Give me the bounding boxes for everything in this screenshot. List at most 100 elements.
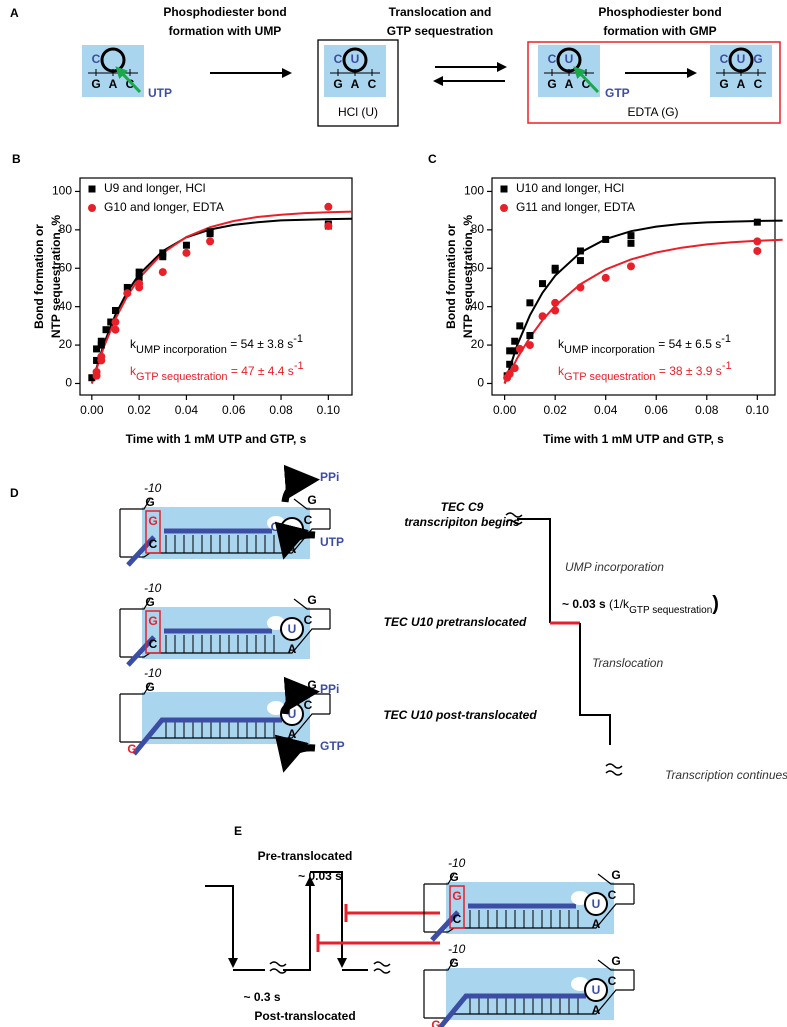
dna-base: A [109, 77, 118, 91]
y-tick-label: 0 [65, 376, 72, 390]
superscript: -1 [294, 360, 304, 372]
point [135, 268, 143, 276]
value: = 47 ± 4.4 s [228, 364, 294, 378]
caption: formation with GMP [603, 24, 716, 38]
point [506, 347, 514, 355]
panel-label: B [12, 152, 21, 166]
strand [120, 683, 151, 695]
point [135, 274, 143, 282]
strand [424, 959, 455, 971]
point [576, 247, 584, 255]
rna [126, 535, 156, 567]
ntp-label: UTP [148, 86, 172, 100]
point [92, 367, 101, 376]
y-axis-label: NTP sequestration, % [49, 215, 63, 338]
x-tick-label: 0.06 [645, 403, 669, 417]
point [576, 283, 585, 292]
base: G [449, 956, 458, 970]
base: C [304, 613, 313, 627]
base: A [592, 1003, 601, 1017]
point [88, 374, 96, 382]
break [605, 763, 623, 776]
x-tick-label: 0.00 [493, 403, 517, 417]
dna-base: G [547, 77, 556, 91]
legend-label: U10 and longer, HCl [516, 181, 624, 195]
value: = 38 ± 3.9 s [656, 364, 722, 378]
point [159, 253, 167, 261]
subscript: UMP incorporation [564, 344, 655, 356]
rna-base: U [288, 622, 297, 636]
legend-marker [500, 204, 508, 212]
caption: Phosphodiester bond [163, 5, 286, 19]
strand [120, 713, 330, 743]
x-tick-label: 0.08 [269, 403, 293, 417]
state-label: transcripiton begins [404, 515, 520, 529]
point [539, 280, 547, 288]
panel-label: C [428, 152, 437, 166]
ppi-label: PPi [320, 470, 339, 484]
dna-base: C [754, 77, 763, 91]
rate-annotation: kUMP incorporation = 54 ± 6.5 s-1 [558, 333, 731, 356]
rate-annotation: kGTP sequestration = 47 ± 4.4 s-1 [130, 360, 304, 383]
rna-base: U [351, 52, 360, 66]
point [93, 345, 101, 353]
strand [293, 498, 330, 510]
x-tick-label: 0.04 [175, 403, 199, 417]
x-tick-label: 0.04 [594, 403, 618, 417]
strand [424, 903, 634, 933]
strand [120, 628, 330, 658]
point [601, 273, 610, 282]
base: A [288, 642, 297, 656]
rate: ) [712, 593, 719, 615]
rna-base: U [565, 52, 574, 66]
rna-base: C [92, 52, 101, 66]
fit-curve [503, 219, 783, 384]
point [324, 222, 333, 231]
edta-box [527, 41, 781, 124]
position-label: -10 [448, 942, 466, 956]
base: G [145, 595, 154, 609]
strand [597, 959, 634, 971]
point [525, 341, 534, 350]
point [516, 322, 524, 330]
legend-marker [500, 185, 508, 193]
value: = 54 ± 3.8 s [227, 337, 293, 351]
point [753, 218, 761, 226]
box-label: EDTA (G) [627, 105, 678, 119]
point [111, 325, 120, 334]
rna-base: C [334, 52, 343, 66]
pathway [579, 623, 611, 745]
pathway [310, 871, 347, 968]
base: G [145, 680, 154, 694]
k: k [130, 364, 137, 378]
state-label: Pre-translocated [258, 849, 353, 863]
active-site [584, 892, 608, 916]
legend-label: U9 and longer, HCl [104, 181, 205, 195]
legend-marker [88, 204, 96, 212]
point [206, 237, 215, 246]
point [123, 283, 131, 291]
step-label: Transcription continues [665, 768, 787, 782]
register-box [145, 510, 161, 554]
caption: Phosphodiester bond [598, 5, 721, 19]
value: = 54 ± 6.5 s [655, 337, 721, 351]
panel-label: D [10, 486, 19, 500]
x-tick-label: 0.10 [317, 403, 341, 417]
x-tick-label: 0.02 [543, 403, 567, 417]
strand [424, 873, 455, 885]
point [107, 318, 115, 326]
superscript: -1 [721, 333, 731, 345]
point [182, 241, 190, 249]
base: C [453, 912, 462, 926]
rna-base: C [548, 52, 557, 66]
register-box [145, 610, 161, 654]
rna [132, 717, 282, 756]
base: G [452, 889, 461, 903]
ppi-label: PPi [320, 682, 339, 696]
dna-base: G [333, 77, 342, 91]
ntp-label: GTP [320, 739, 345, 753]
strand [597, 873, 634, 885]
rna-base: C [720, 52, 729, 66]
y-tick-label: 0 [477, 376, 484, 390]
